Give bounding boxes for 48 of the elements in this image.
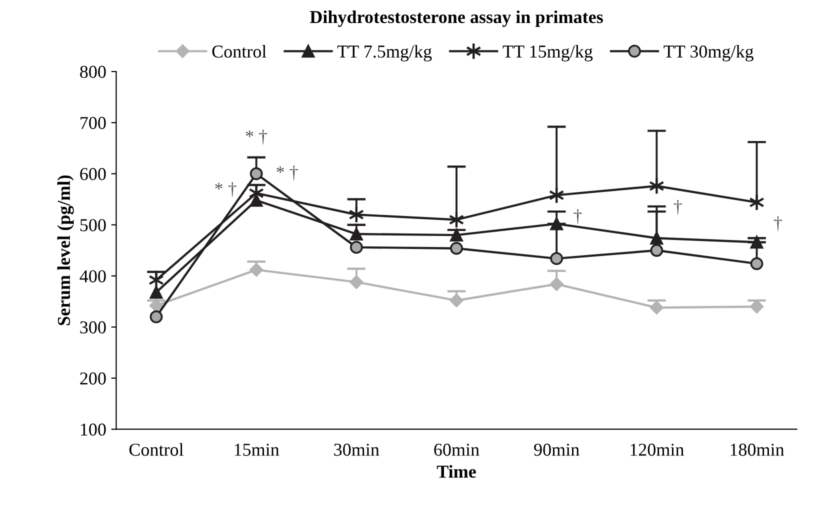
point [350, 228, 363, 240]
legend-label: TT 7.5mg/kg [337, 44, 432, 62]
point [250, 263, 264, 277]
point [648, 177, 664, 195]
x-tick-label: 180min [730, 444, 784, 456]
point [650, 244, 664, 257]
x-tick-label: 15min [234, 444, 280, 456]
point [450, 294, 464, 308]
point [150, 286, 163, 299]
point [750, 300, 764, 314]
y-tick-label: 800 [80, 66, 106, 78]
point [450, 228, 463, 242]
y-tick-label: 700 [80, 116, 106, 130]
annotation: * † [276, 166, 298, 180]
point [148, 271, 164, 289]
y-tick-label: 100 [80, 423, 106, 436]
y-tick-label: 600 [80, 168, 106, 180]
x-tick-label: 30min [334, 444, 380, 456]
y-axis-title: Serum level (pg/ml) [57, 175, 74, 326]
y-tick-label: 300 [80, 321, 106, 334]
annotation: * † [215, 182, 236, 197]
x-tick-label: Control [129, 443, 184, 456]
annotation: † [574, 209, 582, 224]
point [650, 300, 664, 314]
x-axis-title: Time [436, 465, 476, 478]
legend-label: TT 15mg/kg [502, 44, 593, 62]
y-tick-label: 200 [80, 372, 106, 385]
y-tick-label: 400 [80, 270, 106, 282]
point [149, 298, 164, 312]
x-tick-label: 90min [534, 444, 580, 456]
point [350, 275, 364, 289]
legend-label: Control [212, 44, 266, 58]
annotation: † [674, 200, 682, 215]
point [749, 194, 764, 212]
point [250, 167, 263, 180]
y-tick-label: 500 [80, 219, 106, 232]
x-tick-label: 120min [630, 444, 684, 456]
point [550, 252, 564, 266]
annotation: † [774, 216, 782, 232]
point [750, 257, 764, 270]
chart-title: Dihydrotestosterone assay in primates [310, 10, 603, 27]
point [450, 242, 463, 255]
legend-label: TT 30mg/kg [664, 44, 754, 62]
point [550, 277, 564, 291]
annotation: * † [246, 130, 268, 144]
point [350, 240, 363, 254]
point [150, 310, 163, 324]
x-tick-label: 60min [434, 444, 480, 456]
